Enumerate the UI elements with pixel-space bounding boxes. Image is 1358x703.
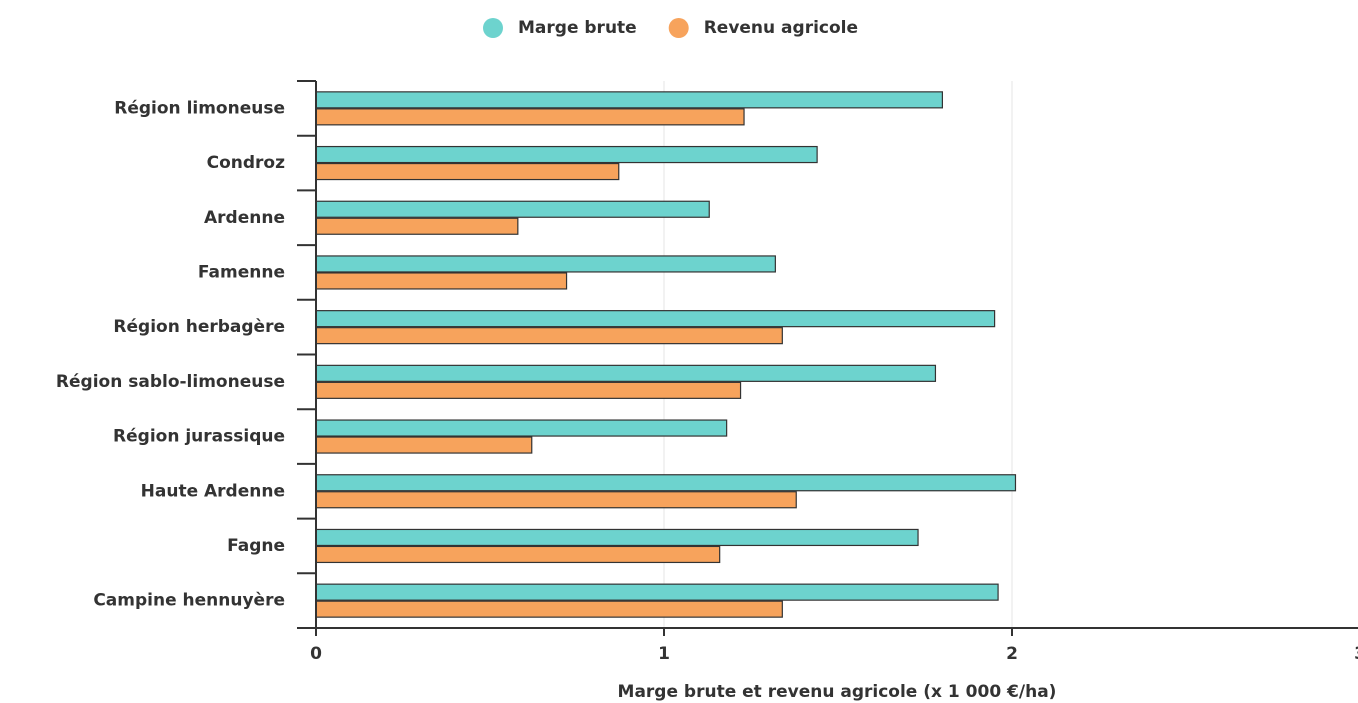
bar — [315, 327, 783, 345]
y-tick-label: Région jurassique — [113, 427, 285, 447]
bar — [315, 91, 944, 109]
y-tick-label: Condroz — [207, 153, 285, 173]
bar — [315, 108, 745, 126]
bar — [315, 200, 710, 218]
y-tick-label: Région limoneuse — [114, 98, 285, 118]
bar — [315, 162, 620, 181]
bar — [315, 364, 937, 382]
bar — [315, 145, 818, 164]
bar — [315, 436, 533, 454]
x-tick-label: 2 — [1006, 644, 1018, 664]
y-tick-label: Fagne — [227, 536, 285, 556]
y-tick-label: Haute Ardenne — [141, 481, 285, 501]
bar — [315, 528, 919, 547]
bar — [315, 474, 1017, 492]
bar — [315, 255, 776, 273]
y-tick-label: Région sablo-limoneuse — [56, 372, 285, 392]
bar — [315, 545, 721, 564]
legend-marker — [483, 18, 503, 38]
legend-label: Revenu agricole — [704, 18, 858, 38]
y-tick-label: Campine hennuyère — [93, 591, 285, 611]
y-tick-label: Famenne — [198, 262, 285, 282]
bar — [315, 272, 568, 290]
bar — [315, 217, 519, 235]
bar — [315, 600, 783, 618]
y-tick-label: Région herbagère — [113, 317, 285, 337]
bar — [315, 419, 728, 437]
bar — [315, 583, 999, 601]
bar — [315, 310, 996, 328]
legend-marker — [668, 18, 689, 38]
x-tick-label: 0 — [310, 644, 322, 664]
bar — [315, 381, 742, 399]
x-tick-label: 1 — [658, 644, 670, 664]
x-axis-title: Marge brute et revenu agricole (x 1 000 … — [618, 682, 1057, 702]
y-tick-label: Ardenne — [204, 208, 285, 228]
x-tick-label: 3 — [1354, 644, 1358, 664]
bar — [315, 491, 797, 509]
legend-label: Marge brute — [518, 18, 637, 38]
